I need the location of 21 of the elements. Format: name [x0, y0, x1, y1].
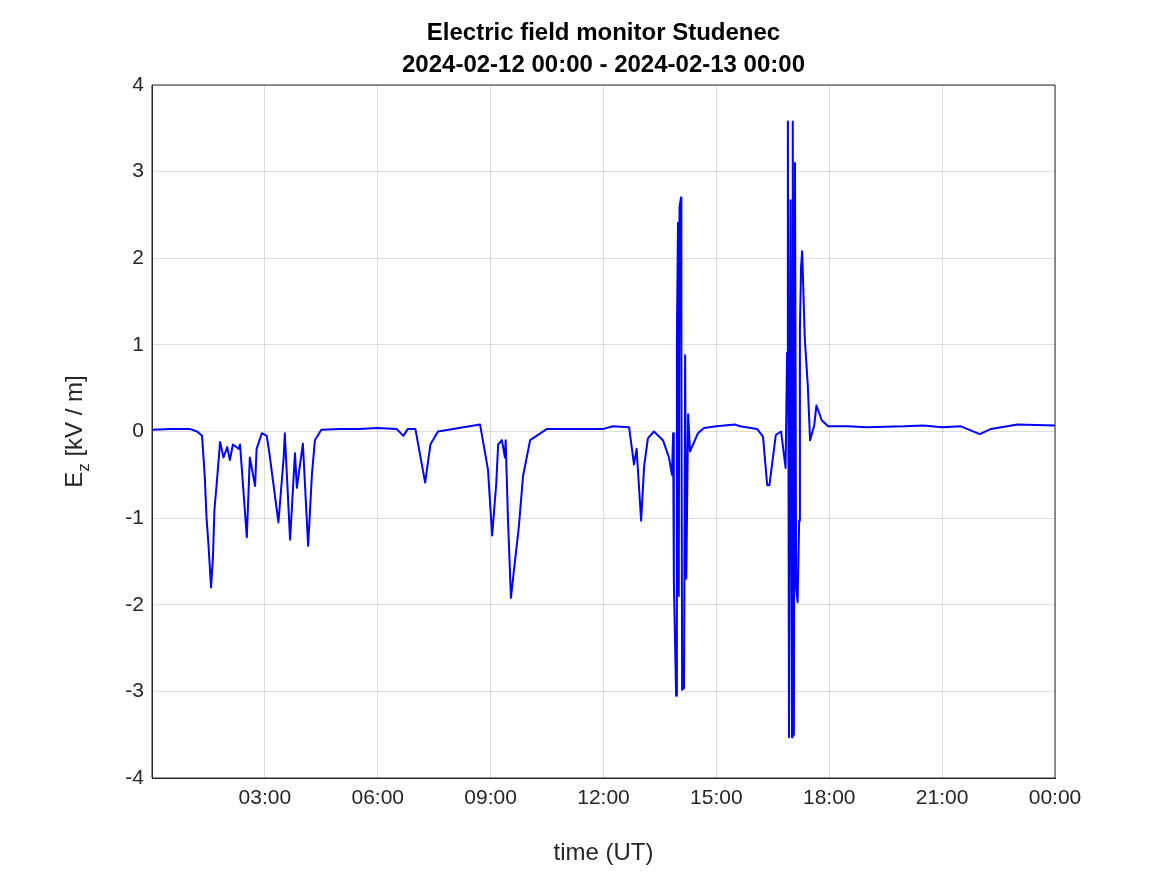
chart-title: Electric field monitor Studenec	[426, 18, 781, 45]
x-tick-label: 09:00	[464, 785, 517, 809]
y-tick-label: 2	[132, 245, 144, 269]
x-tick-label: 12:00	[577, 785, 630, 809]
x-tick-label: 15:00	[690, 785, 743, 809]
x-tick-label: 06:00	[351, 785, 405, 809]
y-tick-label: -3	[125, 678, 144, 702]
x-tick-label: 03:00	[238, 785, 292, 809]
y-tick-label: 1	[132, 331, 144, 355]
y-tick-label: -1	[125, 504, 144, 528]
x-tick-label: 18:00	[802, 785, 856, 809]
x-tick-label: 21:00	[915, 785, 969, 809]
y-tick-label: 0	[132, 418, 144, 442]
y-tick-label: 4	[132, 71, 145, 95]
y-tick-label: -4	[125, 764, 145, 788]
x-axis-title: time (UT)	[553, 838, 654, 865]
y-axis-title: Ez [kV / m]	[60, 375, 94, 488]
y-tick-label: -2	[125, 591, 144, 615]
y-tick-label: 3	[132, 158, 144, 182]
chart-subtitle: 2024-02-12 00:00 - 2024-02-13 00:00	[402, 50, 805, 77]
x-tick-label: 00:00	[1028, 785, 1082, 809]
